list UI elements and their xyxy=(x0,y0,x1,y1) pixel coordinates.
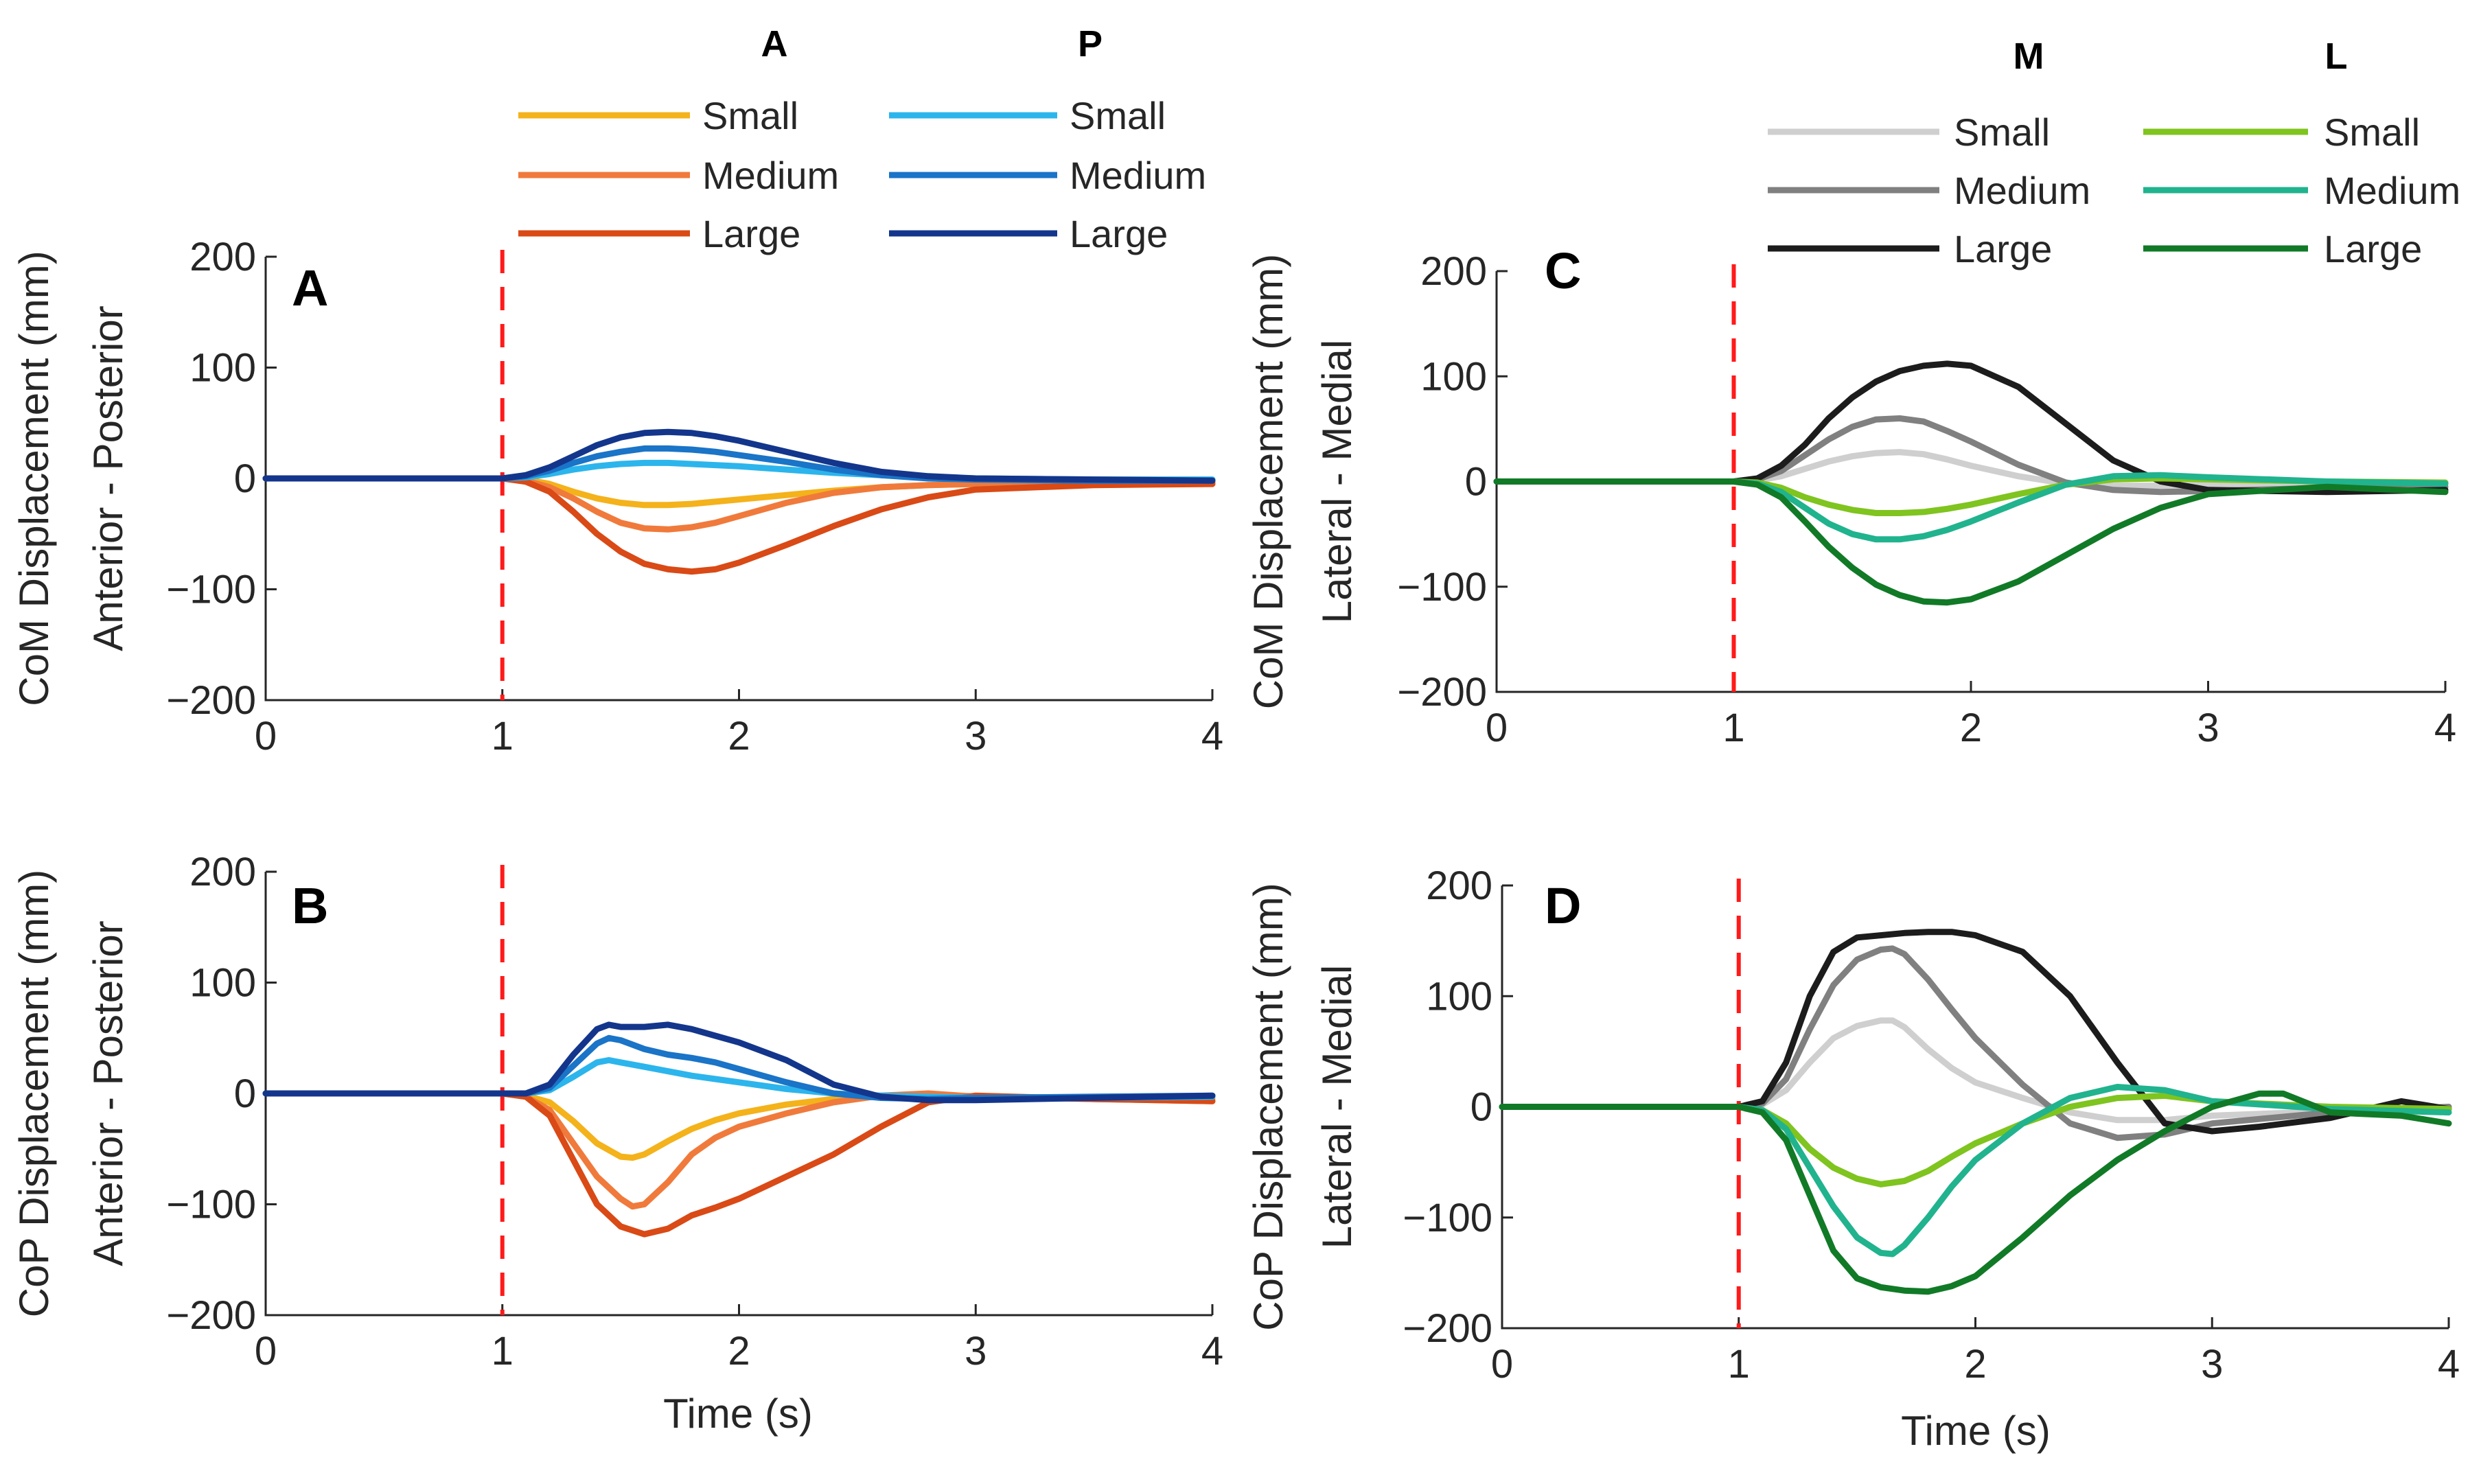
y-tick-label: −100 xyxy=(1403,1196,1492,1240)
series-line-a-large xyxy=(262,475,1216,575)
series-line-l-medium xyxy=(1499,1084,2452,1257)
legend-label: Medium xyxy=(1070,154,1206,197)
y-axis-label-line1: CoP Displacement (mm) xyxy=(1245,883,1291,1330)
y-tick-label: −200 xyxy=(1397,670,1487,715)
y-tick-label: 100 xyxy=(1426,974,1492,1019)
y-axis-label-line2: Lateral - Medial xyxy=(1314,965,1360,1249)
series-line-m-small xyxy=(1499,1017,2452,1124)
y-tick-label: −200 xyxy=(166,1293,256,1338)
x-tick-label: 2 xyxy=(728,1329,750,1373)
panel-letter: A xyxy=(292,259,328,316)
y-axis-label-line1: CoM Displacement (mm) xyxy=(1245,254,1291,709)
x-tick-label: 0 xyxy=(1491,1342,1513,1387)
x-tick-label: 3 xyxy=(965,1329,987,1373)
series-line-l-large xyxy=(1499,1090,2452,1295)
y-tick-label: −100 xyxy=(1397,565,1487,610)
x-tick-label: 3 xyxy=(2197,706,2219,750)
y-tick-label: 200 xyxy=(189,235,256,279)
legend-group-header: L xyxy=(2325,36,2348,77)
y-tick-label: −200 xyxy=(1403,1306,1492,1351)
series-line-a-medium xyxy=(262,475,1216,533)
legend-label: Small xyxy=(1070,94,1166,137)
legend-label: Large xyxy=(1070,212,1168,255)
x-tick-label: 0 xyxy=(255,714,277,758)
panel-d: −200 −100 0 100 200 0 1 2 3 4 D CoP Displacement (m… xyxy=(1245,863,2460,1454)
y-tick-label: −100 xyxy=(166,1183,256,1227)
x-axis-label: Time (s) xyxy=(1901,1408,2051,1454)
y-tick-label: 0 xyxy=(234,456,256,501)
y-tick-label: 100 xyxy=(189,961,256,1006)
panel-letter: B xyxy=(292,877,328,934)
panel-c: −200 −100 0 100 200 0 1 2 3 4 C CoM Displacement (m… xyxy=(1245,242,2456,750)
series-line-m-medium xyxy=(1493,415,2449,496)
legend-group-header: P xyxy=(1078,23,1103,65)
legend-label: Small xyxy=(2324,111,2420,154)
legend-panel-c: M Small Medium Large L Small Medium Large xyxy=(1768,36,2460,270)
x-axis-label: Time (s) xyxy=(663,1391,813,1437)
panel-letter: C xyxy=(1545,242,1581,299)
legend-label: Large xyxy=(1954,227,2052,270)
series-line-p-large xyxy=(262,428,1216,484)
x-tick-label: 4 xyxy=(1201,714,1223,758)
x-tick-label: 1 xyxy=(492,714,514,758)
panel-b: −200 −100 0 100 200 0 1 2 3 4 B CoP Displacement (m… xyxy=(11,850,1223,1437)
legend-group-header: A xyxy=(761,23,788,65)
x-tick-label: 0 xyxy=(255,1329,277,1373)
legend-label: Large xyxy=(702,212,800,255)
legend-label: Medium xyxy=(702,154,839,197)
series-line-l-medium xyxy=(1493,472,2449,543)
x-tick-label: 1 xyxy=(1722,706,1744,750)
x-tick-label: 3 xyxy=(2201,1342,2223,1387)
y-tick-label: −200 xyxy=(166,678,256,723)
x-tick-label: 3 xyxy=(965,714,987,758)
x-tick-label: 2 xyxy=(728,714,750,758)
x-tick-label: 2 xyxy=(1960,706,1982,750)
legend-label: Large xyxy=(2324,227,2422,270)
legend-label: Medium xyxy=(1954,169,2090,212)
y-tick-label: −100 xyxy=(166,568,256,612)
series-line-p-large xyxy=(262,1021,1216,1104)
x-tick-label: 4 xyxy=(2434,706,2456,750)
x-tick-label: 0 xyxy=(1486,706,1508,750)
y-tick-label: 0 xyxy=(1465,460,1487,505)
series-line-m-large xyxy=(1499,929,2452,1135)
series-line-m-small xyxy=(1493,449,2449,489)
series-line-m-large xyxy=(1493,360,2449,496)
y-tick-label: 200 xyxy=(1426,863,1492,908)
legend-label: Small xyxy=(1954,111,2050,154)
series-line-l-small xyxy=(1499,1092,2452,1187)
y-tick-label: 200 xyxy=(189,850,256,894)
y-tick-label: 100 xyxy=(1420,354,1487,399)
y-axis-label-line1: CoM Displacement (mm) xyxy=(11,251,57,706)
y-axis-label-line2: Lateral - Medial xyxy=(1314,340,1360,624)
legend-label: Medium xyxy=(2324,169,2460,212)
y-tick-label: 0 xyxy=(234,1071,256,1116)
series-line-l-large xyxy=(1493,478,2449,606)
legend-panel-a: A Small Medium Large P Small Medium Large xyxy=(518,23,1206,255)
panel-letter: D xyxy=(1545,877,1581,934)
x-tick-label: 4 xyxy=(2438,1342,2460,1387)
x-tick-label: 2 xyxy=(1964,1342,1986,1387)
y-tick-label: 200 xyxy=(1420,249,1487,294)
y-axis-label-line1: CoP Displacement (mm) xyxy=(11,870,57,1317)
x-tick-label: 1 xyxy=(492,1329,514,1373)
y-axis-label-line2: Anterior - Posterior xyxy=(85,305,131,651)
y-tick-label: 0 xyxy=(1470,1085,1492,1130)
legend-label: Small xyxy=(702,94,798,137)
legend-group-header: M xyxy=(2014,36,2044,77)
y-tick-label: 100 xyxy=(189,346,256,391)
panel-a: −200 −100 0 100 200 0 1 2 3 4 A CoM Displacement (m… xyxy=(11,235,1223,758)
series-line-p-medium xyxy=(262,1034,1216,1102)
x-tick-label: 4 xyxy=(1201,1329,1223,1373)
x-tick-label: 1 xyxy=(1728,1342,1750,1387)
series-line-l-small xyxy=(1493,475,2449,516)
y-axis-label-line2: Anterior - Posterior xyxy=(85,920,131,1266)
